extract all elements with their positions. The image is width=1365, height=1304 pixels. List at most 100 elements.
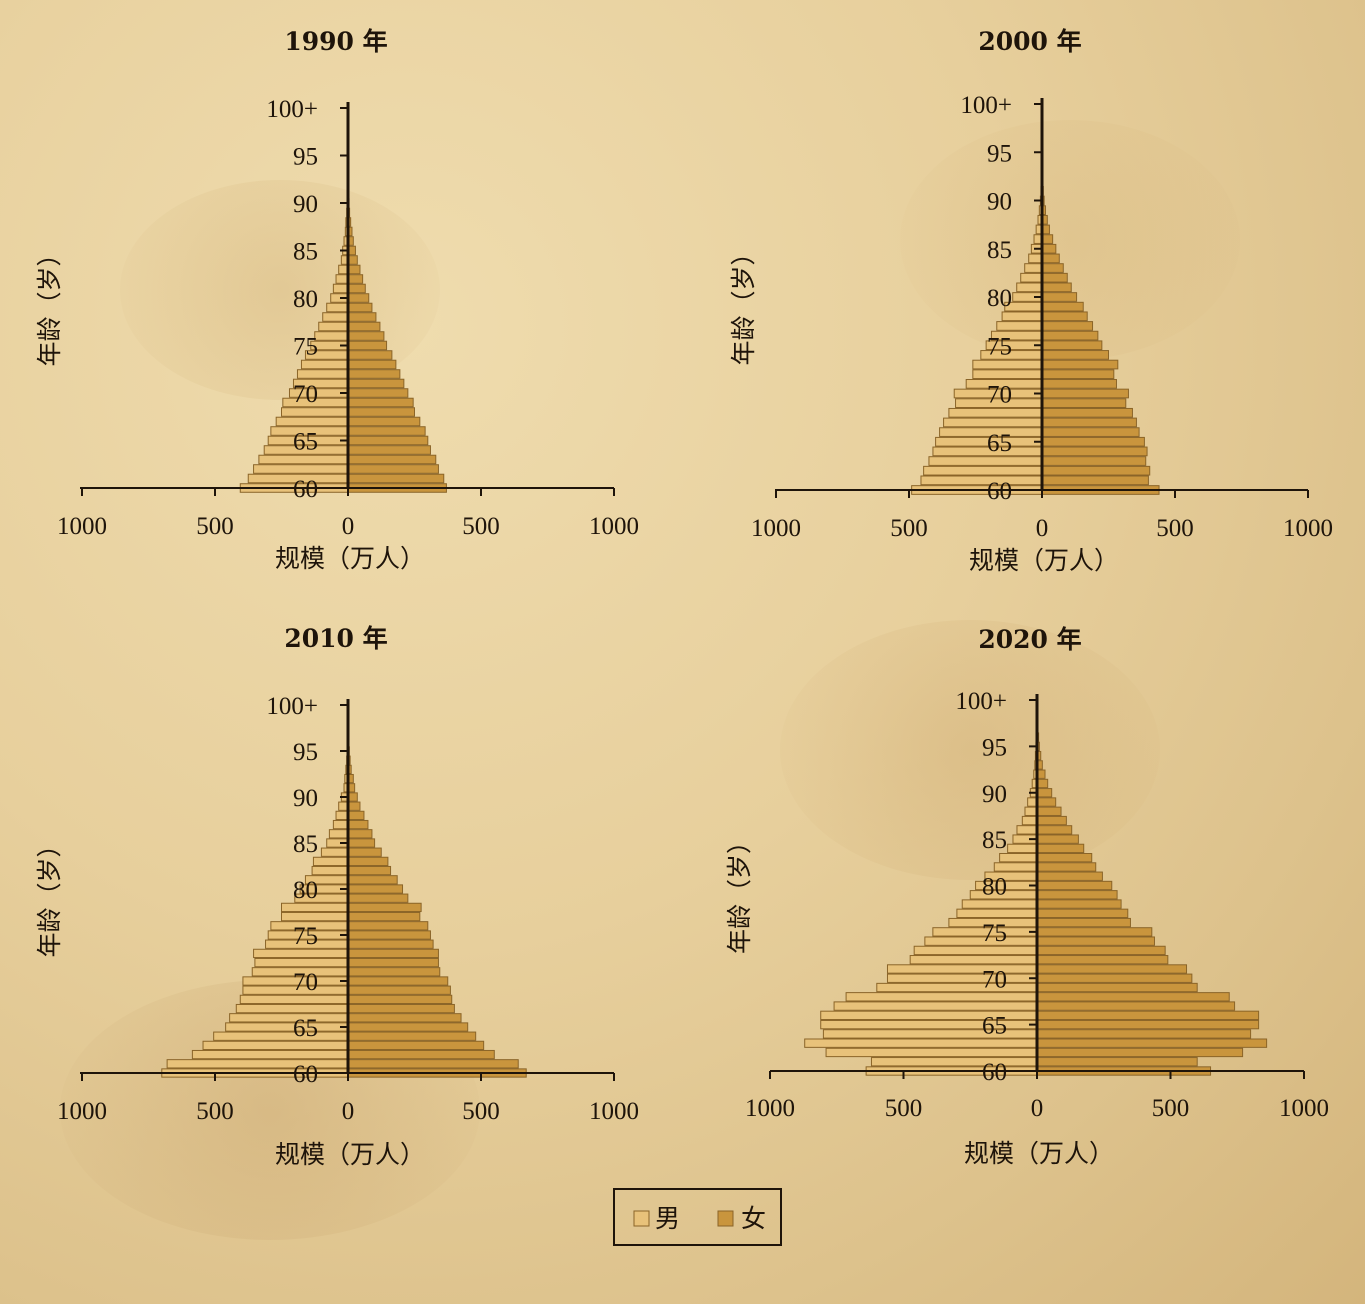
bar-female [1036,982,1198,993]
bar-female [347,378,405,389]
y-tick-label: 70 [293,969,318,996]
y-tick-label: 60 [982,1059,1007,1086]
bar-female [347,829,373,839]
y-tick-label: 90 [293,785,318,812]
bar-female [1041,446,1148,457]
bar-male [281,902,349,913]
bar-female [347,847,382,857]
chart-title: 2000 年 [978,27,1081,56]
bar-male [296,369,349,379]
x-axis-title: 规模（万人） [969,546,1119,575]
bar-female [1041,359,1119,370]
bar-male [332,819,349,830]
bar-female [347,350,393,360]
y-tick-label: 60 [293,1061,318,1088]
bar-female [1036,955,1169,965]
bar-male [281,407,349,417]
bar-male [312,856,349,867]
bar-female [1036,843,1085,854]
bar-female [1036,871,1103,881]
bar-male [318,321,349,332]
bar-male [923,465,1043,476]
bar-female [347,1040,485,1051]
x-tick-label: 1000 [1283,515,1333,542]
bar-female [347,875,398,885]
bar-female [347,293,370,303]
bar-female [1041,330,1099,341]
bar-female [347,1022,469,1032]
bar-female [347,1013,462,1023]
y-tick-label: 80 [293,286,318,313]
bar-male [254,957,349,968]
x-tick-label: 1000 [589,1098,639,1125]
bar-male [335,274,349,284]
bar-male [253,948,349,959]
bar-female [1041,282,1072,293]
x-tick-label: 500 [462,513,500,540]
bar-female [1041,243,1057,254]
bar-female [1041,263,1064,273]
bar-male [281,911,349,922]
bar-male [253,464,349,474]
y-tick-label: 80 [293,877,318,904]
bar-female [1036,1019,1260,1030]
legend-frame [613,1188,782,1246]
bar-female [1036,899,1122,909]
pyramid-panel-3: 2010 年 1000 500 0 500 1000 规模（万人） 60 65 70 75 80 85 9… [35,624,639,1169]
bar-female [1041,465,1151,476]
bar-male [332,283,349,294]
bar-male [993,862,1038,872]
x-tick-label: 0 [342,1098,355,1125]
bar-male [1028,253,1043,264]
bar-female [1041,436,1145,447]
legend-label-female: 女 [741,1204,766,1233]
bar-male [972,359,1043,370]
bar-female [1041,427,1140,437]
y-tick-label: 75 [293,923,318,950]
bar-female [1036,862,1097,872]
bar-male [1024,263,1043,273]
bar-male [322,312,349,322]
bar-male [239,994,349,1005]
y-tick-label: 85 [293,239,318,266]
x-tick-label: 0 [1031,1095,1044,1122]
y-tick-label: 80 [987,285,1012,312]
bar-female [1041,379,1117,389]
y-tick-label: 75 [982,920,1007,947]
bar-female [1036,853,1093,863]
bar-female [347,967,441,977]
bar-male [225,1022,349,1032]
y-tick-label: 95 [982,734,1007,761]
bar-female [347,957,439,968]
bar-female [347,819,369,830]
bar-male [924,936,1038,946]
bar-female [347,893,409,903]
y-tick-label: 70 [987,382,1012,409]
y-tick-label: 65 [293,429,318,456]
x-tick-label: 1000 [751,515,801,542]
bar-male [972,369,1043,380]
bar-female [1036,806,1062,816]
bar-female [1036,1029,1252,1039]
bar-male [1020,272,1043,283]
bar-female [347,359,397,370]
legend-label-male: 男 [655,1204,680,1233]
bar-female [347,911,421,922]
bar-male [999,853,1038,863]
bar-female [1041,456,1147,466]
y-tick-label: 100+ [955,688,1007,715]
bar-female [347,416,421,427]
bar-female [1036,936,1155,946]
y-tick-label: 65 [987,430,1012,457]
y-tick-label: 85 [987,237,1012,264]
bar-male [870,1057,1038,1067]
chart-title: 1990 年 [284,27,387,56]
x-tick-label: 0 [342,513,355,540]
y-tick-label: 65 [293,1015,318,1042]
legend-swatch-male [633,1210,650,1227]
y-tick-label: 70 [982,966,1007,993]
bar-female [347,407,415,417]
bar-male [326,302,349,313]
bar-female [1036,815,1067,826]
y-tick-label: 85 [982,827,1007,854]
